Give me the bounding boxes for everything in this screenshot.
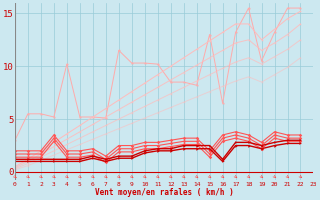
X-axis label: Vent moyen/en rafales ( km/h ): Vent moyen/en rafales ( km/h ): [95, 188, 234, 197]
